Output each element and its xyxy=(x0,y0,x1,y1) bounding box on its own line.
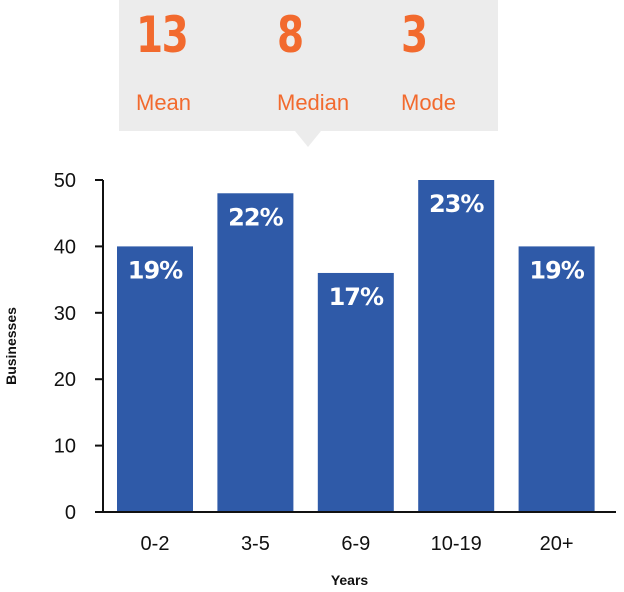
y-tick-label: 40 xyxy=(54,236,76,258)
stat-mean: 13 Mean xyxy=(136,6,202,115)
y-tick-label: 30 xyxy=(54,303,76,325)
y-tick-label: 0 xyxy=(65,502,76,524)
x-tick-label: 6-9 xyxy=(341,533,370,555)
bar-data-label: 23% xyxy=(429,190,484,218)
stat-mean-label: Mean xyxy=(136,90,192,115)
stat-mode-label: Mode xyxy=(401,90,457,115)
bar-data-label: 19% xyxy=(529,256,584,284)
stats-panel: 13 Mean 8 Median 3 Mode xyxy=(119,0,498,131)
y-axis: 0 10 20 30 40 50 xyxy=(54,170,104,524)
stat-median: 8 Median xyxy=(277,6,349,115)
y-tick-label: 50 xyxy=(54,170,76,192)
y-tick-label: 20 xyxy=(54,369,76,391)
bar-data-label: 17% xyxy=(329,283,384,311)
bar-10-19 xyxy=(418,180,495,512)
stat-mode: 3 Mode xyxy=(401,6,456,115)
bar-data-label: 19% xyxy=(128,256,183,284)
x-tick-label: 0-2 xyxy=(141,533,170,555)
x-tick-label: 3-5 xyxy=(241,533,270,555)
stat-mean-value: 13 xyxy=(136,6,189,64)
x-axis-title: Years xyxy=(331,572,369,588)
bar-20+ xyxy=(518,246,595,512)
stat-median-label: Median xyxy=(277,90,350,115)
x-tick-label: 10-19 xyxy=(431,533,482,555)
bar-6-9 xyxy=(317,272,394,512)
stat-median-value: 8 xyxy=(277,6,304,64)
bar-labels-group: 19% 22% 17% 23% 19% xyxy=(128,190,586,311)
bar-3-5 xyxy=(217,193,294,512)
stat-mode-value: 3 xyxy=(401,6,428,64)
bar-0-2 xyxy=(117,246,193,512)
x-tick-label: 20+ xyxy=(540,533,574,555)
x-axis: 0-2 3-5 6-9 10-19 20+ xyxy=(102,511,616,555)
bar-data-label: 22% xyxy=(228,203,283,231)
stats-panel-pointer xyxy=(295,131,321,147)
y-axis-title: Businesses xyxy=(3,307,19,385)
y-tick-label: 10 xyxy=(54,436,76,458)
bars-group xyxy=(117,180,595,512)
